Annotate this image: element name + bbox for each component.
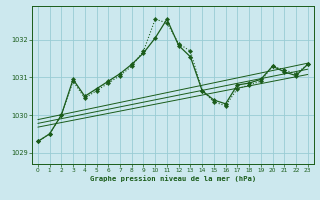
X-axis label: Graphe pression niveau de la mer (hPa): Graphe pression niveau de la mer (hPa) bbox=[90, 175, 256, 182]
